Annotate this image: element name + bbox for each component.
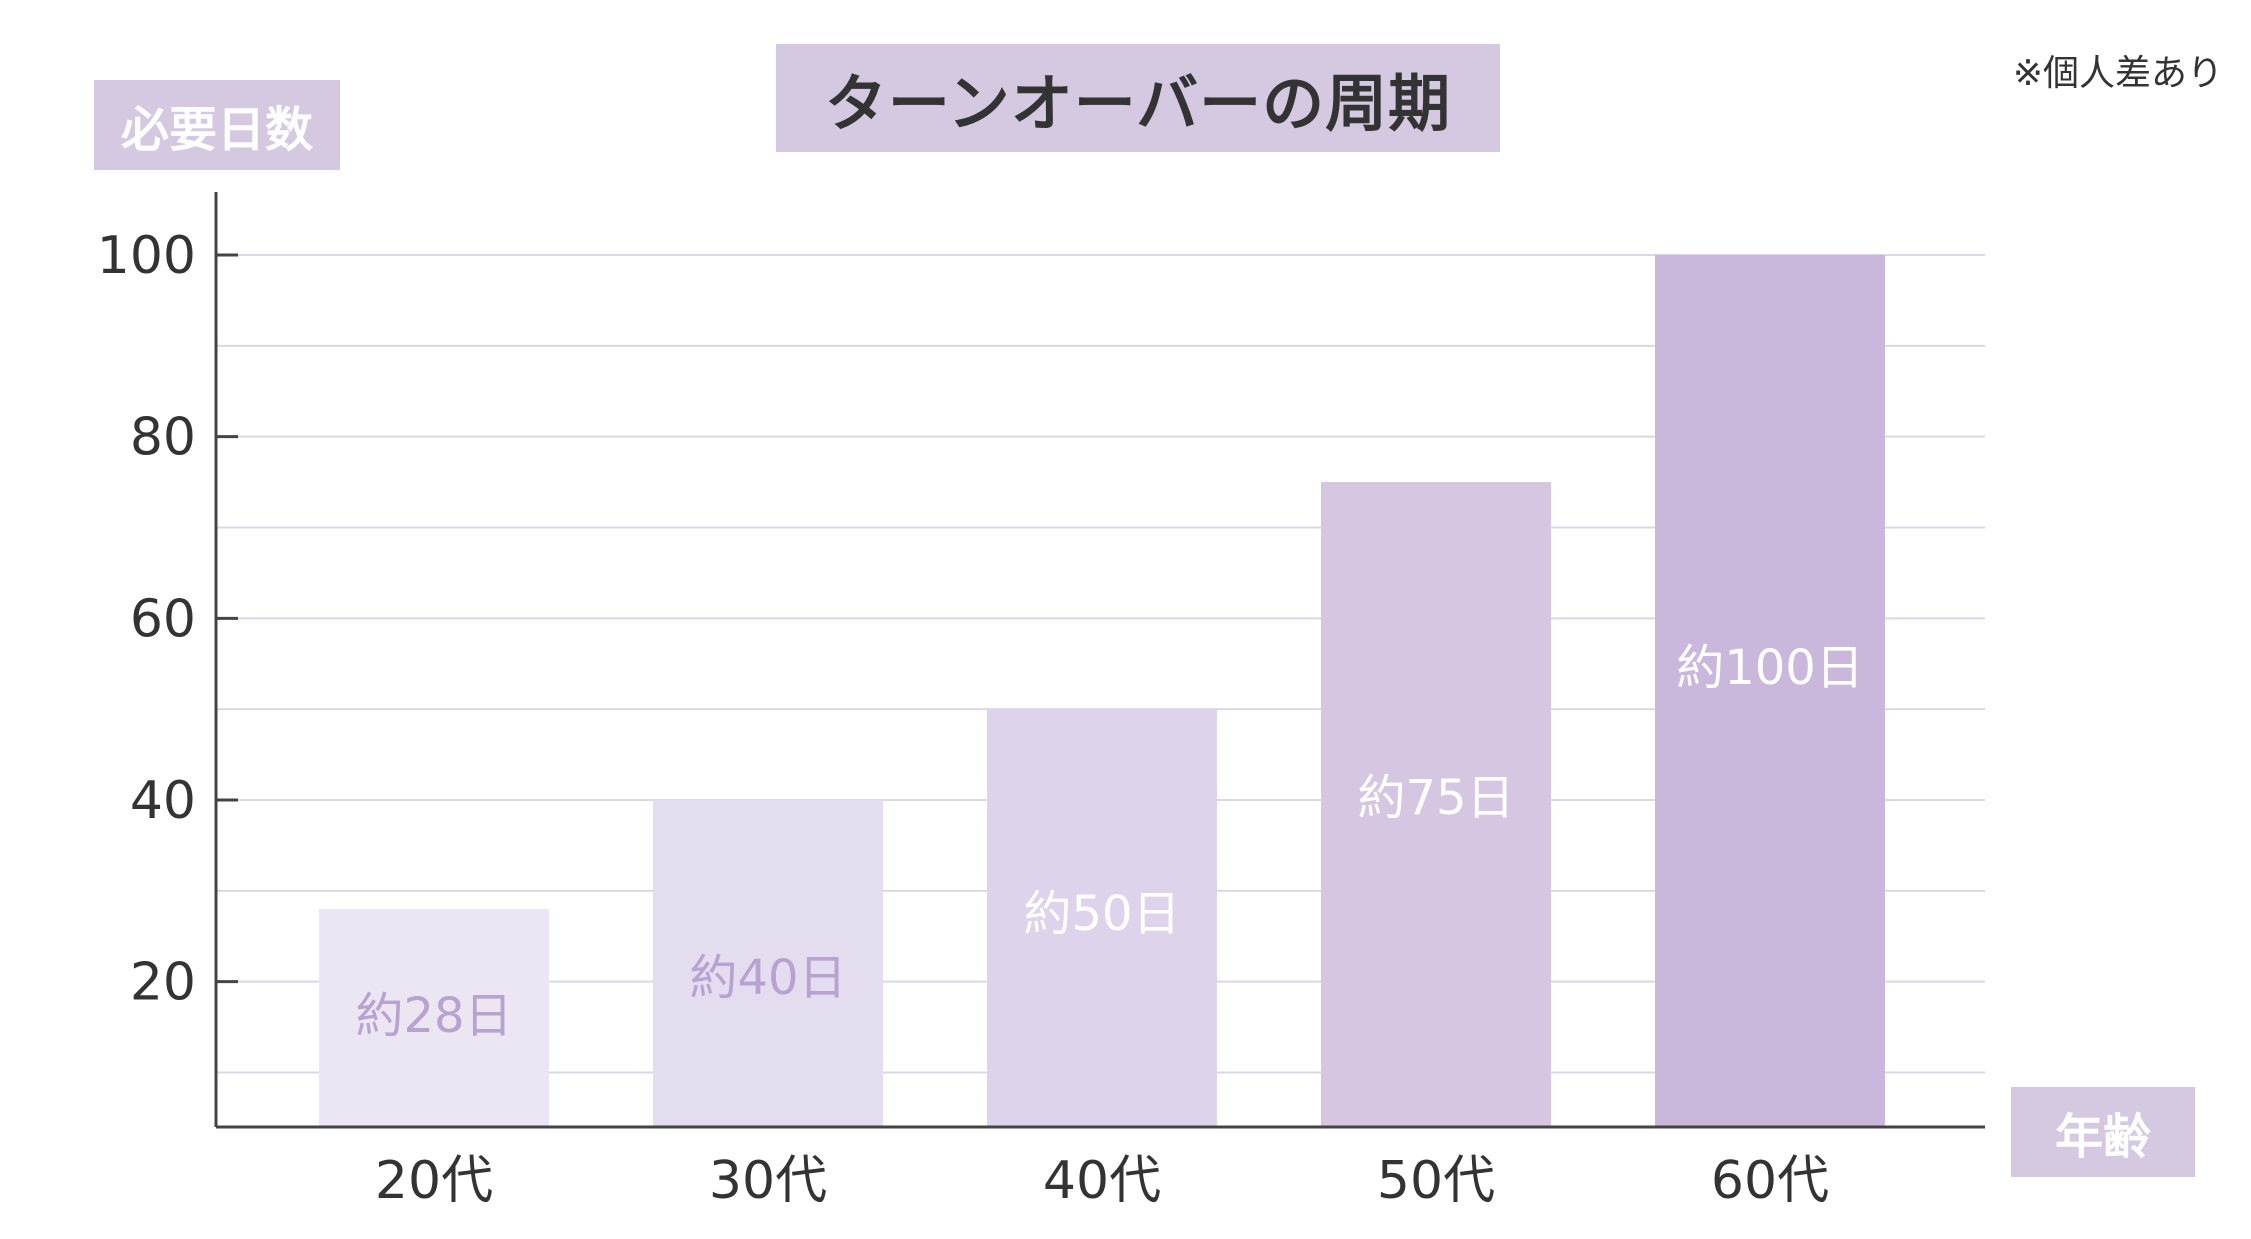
data-labels: 約28日 約40日 約50日 約75日 約100日 xyxy=(355,640,1863,1044)
data-label-30代: 約40日 xyxy=(689,950,846,1006)
bar-30代 xyxy=(653,800,883,1127)
category-label-30代: 30代 xyxy=(709,1151,827,1211)
x-axis-label: 年齢 xyxy=(2054,1109,2151,1165)
category-label-50代: 50代 xyxy=(1377,1151,1495,1211)
bar-20代 xyxy=(319,909,549,1127)
y-tick-label-20: 20 xyxy=(130,953,196,1013)
data-label-40代: 約50日 xyxy=(1023,886,1180,942)
y-tick-label-100: 100 xyxy=(97,226,196,286)
category-label-20代: 20代 xyxy=(375,1151,493,1211)
individual-difference-note: ※個人差あり xyxy=(2012,53,2223,94)
bar-40代 xyxy=(987,709,1217,1127)
data-label-20代: 約28日 xyxy=(355,988,512,1044)
axes xyxy=(214,192,1985,1129)
y-axis-label-box: 必要日数 xyxy=(94,80,340,170)
bars xyxy=(319,255,1885,1127)
y-tick-labels: 20 40 60 80 100 xyxy=(97,226,196,1013)
y-tick-label-80: 80 xyxy=(130,408,196,468)
y-tick-label-60: 60 xyxy=(130,589,196,649)
bar-60代 xyxy=(1655,255,1885,1127)
x-category-labels: 20代 30代 40代 50代 60代 xyxy=(375,1151,1829,1211)
category-label-60代: 60代 xyxy=(1711,1151,1829,1211)
y-tick-label-40: 40 xyxy=(130,771,196,831)
chart-title: ターンオーバーの周期 xyxy=(824,67,1452,140)
y-axis-label: 必要日数 xyxy=(120,102,313,158)
data-label-60代: 約100日 xyxy=(1676,640,1864,696)
x-axis-label-box: 年齢 xyxy=(2011,1087,2195,1177)
category-label-40代: 40代 xyxy=(1043,1151,1161,1211)
chart-title-box: ターンオーバーの周期 xyxy=(776,44,1500,152)
bar-50代 xyxy=(1321,482,1551,1127)
data-label-50代: 約75日 xyxy=(1357,770,1514,826)
